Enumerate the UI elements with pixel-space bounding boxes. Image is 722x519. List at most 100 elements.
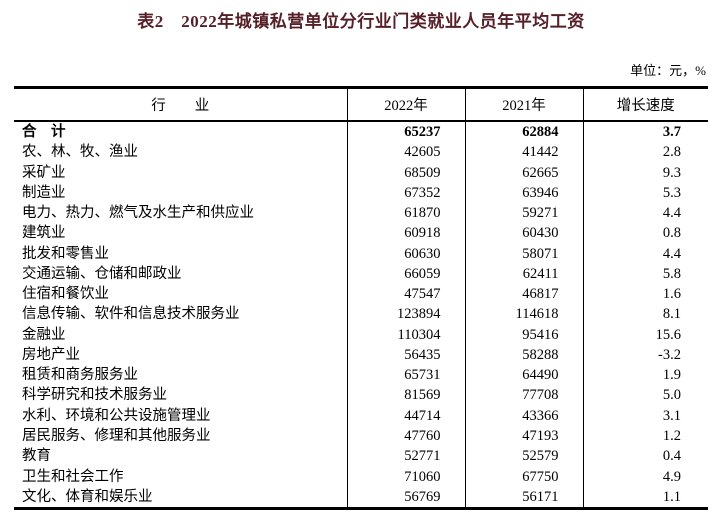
growth-rate-cell: 0.4 [582, 446, 708, 467]
table-row: 租赁和商务服务业 65731 64490 1.9 [14, 365, 708, 386]
growth-rate-cell: 0.8 [582, 223, 708, 244]
table-row: 居民服务、修理和其他服务业 47760 47193 1.2 [14, 425, 708, 447]
value-2022-cell: 123894 [346, 304, 465, 325]
value-2022-cell: 56769 [346, 486, 465, 509]
wage-table: 行 业 2022年 2021年 增长速度 合 计 65237 62884 3.7… [14, 86, 708, 511]
value-2022-cell: 52771 [346, 446, 465, 467]
value-2021-cell: 52579 [464, 446, 583, 467]
table-row: 农、林、牧、渔业 42605 41442 2.8 [14, 142, 708, 163]
header-growth: 增长速度 [582, 87, 708, 122]
table-body: 合 计 65237 62884 3.7 农、林、牧、渔业 42605 41442… [14, 121, 708, 509]
value-2022-cell: 71060 [346, 466, 465, 487]
growth-rate-cell: 3.7 [582, 121, 708, 143]
value-2021-cell: 77708 [464, 385, 583, 406]
industry-cell: 住宿和餐饮业 [22, 286, 109, 303]
growth-rate-cell: 1.6 [582, 284, 708, 305]
value-2021-cell: 58071 [464, 243, 583, 264]
table-row: 批发和零售业 60630 58071 4.4 [14, 243, 708, 264]
growth-rate-cell: 5.0 [582, 385, 708, 406]
growth-rate-cell: 1.2 [582, 425, 708, 447]
table-row: 住宿和餐饮业 47547 46817 1.6 [14, 284, 708, 305]
value-2022-cell: 42605 [346, 142, 465, 163]
page-title: 表2 2022年城镇私营单位分行业门类就业人员年平均工资 [137, 12, 585, 31]
industry-cell: 制造业 [22, 184, 66, 201]
growth-rate-cell: 9.3 [582, 162, 708, 183]
value-2022-cell: 60630 [346, 243, 465, 264]
table-row: 卫生和社会工作 71060 67750 4.9 [14, 466, 708, 487]
table-row: 金融业 110304 95416 15.6 [14, 324, 708, 345]
industry-cell: 电力、热力、燃气及水生产和供应业 [22, 205, 254, 222]
industry-cell: 居民服务、修理和其他服务业 [22, 427, 211, 444]
value-2022-cell: 66059 [346, 263, 465, 285]
industry-cell: 采矿业 [22, 164, 66, 181]
value-2021-cell: 59271 [464, 203, 583, 224]
growth-rate-cell: 1.1 [582, 486, 708, 509]
growth-rate-cell: 15.6 [582, 324, 708, 345]
value-2021-cell: 63946 [464, 182, 583, 204]
value-2022-cell: 47760 [346, 425, 465, 447]
table-row: 交通运输、仓储和邮政业 66059 62411 5.8 [14, 263, 708, 285]
table-row: 信息传输、软件和信息技术服务业 123894 114618 8.1 [14, 304, 708, 325]
industry-cell: 合 计 [22, 124, 66, 140]
header-industry: 行 业 [14, 87, 347, 122]
wage-table-section: 单位：元，% 行 业 2022年 2021年 增长速度 合 计 65237 62… [14, 60, 708, 511]
industry-cell: 房地产业 [22, 346, 80, 363]
industry-cell: 租赁和商务服务业 [22, 367, 138, 384]
value-2022-cell: 44714 [346, 405, 465, 426]
value-2022-cell: 60918 [346, 223, 465, 244]
value-2021-cell: 62884 [464, 121, 583, 143]
growth-rate-cell: 1.9 [582, 365, 708, 386]
growth-rate-cell: 2.8 [582, 142, 708, 163]
growth-rate-cell: -3.2 [582, 344, 708, 366]
industry-cell: 建筑业 [22, 225, 66, 242]
industry-cell: 批发和零售业 [22, 245, 109, 262]
value-2022-cell: 47547 [346, 284, 465, 305]
table-row: 文化、体育和娱乐业 56769 56171 1.1 [14, 486, 708, 509]
table-row: 电力、热力、燃气及水生产和供应业 61870 59271 4.4 [14, 203, 708, 224]
value-2021-cell: 95416 [464, 324, 583, 345]
growth-rate-cell: 3.1 [582, 405, 708, 426]
header-2021: 2021年 [464, 87, 583, 122]
value-2022-cell: 68509 [346, 162, 465, 183]
header-2022: 2022年 [346, 87, 465, 122]
industry-cell: 金融业 [22, 326, 66, 343]
industry-cell: 农、林、牧、渔业 [22, 144, 138, 161]
unit-label: 单位：元，% [630, 63, 706, 78]
table-row: 房地产业 56435 58288 -3.2 [14, 344, 708, 366]
value-2021-cell: 62665 [464, 162, 583, 183]
value-2022-cell: 61870 [346, 203, 465, 224]
value-2021-cell: 58288 [464, 344, 583, 366]
industry-cell: 交通运输、仓储和邮政业 [22, 265, 182, 282]
value-2021-cell: 67750 [464, 466, 583, 487]
industry-cell: 卫生和社会工作 [22, 468, 124, 485]
table-row: 制造业 67352 63946 5.3 [14, 182, 708, 204]
value-2022-cell: 81569 [346, 385, 465, 406]
value-2022-cell: 67352 [346, 182, 465, 204]
value-2021-cell: 46817 [464, 284, 583, 305]
growth-rate-cell: 4.9 [582, 466, 708, 487]
value-2021-cell: 47193 [464, 425, 583, 447]
value-2022-cell: 56435 [346, 344, 465, 366]
growth-rate-cell: 5.3 [582, 182, 708, 204]
growth-rate-cell: 4.4 [582, 203, 708, 224]
value-2022-cell: 65237 [346, 121, 465, 143]
value-2022-cell: 110304 [346, 324, 465, 345]
industry-cell: 水利、环境和公共设施管理业 [22, 407, 211, 424]
growth-rate-cell: 8.1 [582, 304, 708, 325]
value-2021-cell: 43366 [464, 405, 583, 426]
value-2021-cell: 62411 [464, 263, 583, 285]
table-row: 建筑业 60918 60430 0.8 [14, 223, 708, 244]
table-row: 科学研究和技术服务业 81569 77708 5.0 [14, 385, 708, 406]
value-2022-cell: 65731 [346, 365, 465, 386]
industry-cell: 科学研究和技术服务业 [22, 387, 167, 404]
value-2021-cell: 60430 [464, 223, 583, 244]
table-row: 教育 52771 52579 0.4 [14, 446, 708, 467]
table-row: 水利、环境和公共设施管理业 44714 43366 3.1 [14, 405, 708, 426]
growth-rate-cell: 4.4 [582, 243, 708, 264]
header-row: 行 业 2022年 2021年 增长速度 [14, 87, 708, 122]
industry-cell: 信息传输、软件和信息技术服务业 [22, 306, 240, 323]
growth-rate-cell: 5.8 [582, 263, 708, 285]
table-row: 采矿业 68509 62665 9.3 [14, 162, 708, 183]
value-2021-cell: 41442 [464, 142, 583, 163]
